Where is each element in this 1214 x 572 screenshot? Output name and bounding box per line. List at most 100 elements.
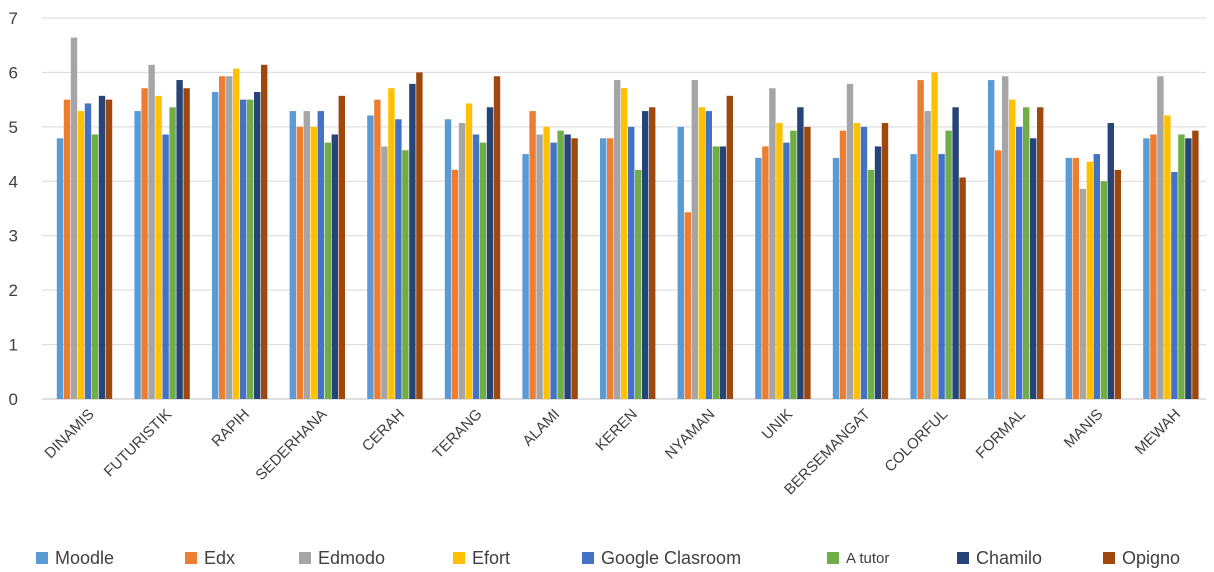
bar-edx (762, 146, 769, 399)
bar-edmodo (226, 76, 233, 399)
bar-chamilo (642, 111, 649, 399)
bar-efort (931, 72, 938, 399)
bar-opigno (493, 76, 501, 399)
bar-a-tutor (1023, 107, 1030, 400)
bar-edmodo (769, 88, 776, 399)
legend-item-moodle: Moodle (36, 547, 114, 569)
bar-chamilo (98, 95, 106, 399)
legend-swatch-edx (185, 552, 197, 564)
bar-a-tutor (557, 130, 564, 399)
category-label: FORMAL (973, 406, 1029, 462)
legend-swatch-opigno (1103, 552, 1115, 564)
bar-opigno (959, 177, 966, 399)
legend-swatch-google-clasroom (582, 552, 594, 564)
bar-efort (853, 123, 861, 399)
bar-edmodo (1079, 188, 1086, 399)
bar-google-clasroom (317, 111, 324, 399)
y-tick-label: 5 (9, 118, 18, 137)
legend-item-edx: Edx (185, 547, 235, 569)
bar-chamilo (1107, 123, 1114, 399)
legend-item-a-tutor: A tutor (827, 547, 889, 569)
bar-chamilo (331, 134, 338, 399)
category-label: BERSEMANGAT (781, 406, 874, 499)
bar-edx (684, 212, 691, 399)
category-label: DINAMIS (41, 406, 97, 462)
bar-a-tutor (945, 130, 952, 399)
bar-efort (388, 88, 395, 399)
bar-edmodo (614, 80, 621, 399)
bar-google-clasroom (705, 111, 712, 399)
bar-google-clasroom (240, 99, 247, 400)
bar-moodle (832, 157, 840, 399)
y-tick-label: 0 (9, 390, 18, 409)
bar-opigno (726, 95, 733, 399)
bar-chamilo (254, 92, 261, 399)
bar-google-clasroom (84, 103, 92, 400)
legend-label: Edmodo (318, 547, 386, 568)
legend-label: A tutor (846, 549, 890, 567)
y-tick-label: 1 (9, 336, 18, 355)
bar-google-clasroom (550, 142, 557, 400)
bar-a-tutor (790, 130, 797, 399)
category-label: NYAMAN (662, 406, 719, 463)
bar-google-clasroom (938, 154, 945, 399)
bar-edx (141, 88, 148, 399)
category-label: UNIK (759, 406, 796, 443)
bar-chamilo (1030, 138, 1037, 399)
legend-label: Edx (204, 547, 236, 568)
bar-efort (233, 68, 240, 400)
bar-opigno (261, 64, 268, 400)
category-label: RAPIH (208, 406, 252, 450)
legend-label: Google Clasroom (601, 547, 742, 568)
bar-chamilo (874, 146, 882, 399)
bar-efort (776, 123, 783, 399)
bar-opigno (571, 138, 578, 399)
category-label: FUTURISTIK (101, 406, 175, 480)
bar-moodle (289, 111, 296, 399)
bar-opigno (1192, 130, 1199, 399)
bar-edmodo (1157, 76, 1164, 399)
bar-edmodo (924, 111, 931, 399)
bar-moodle (600, 138, 607, 399)
bar-a-tutor (712, 146, 719, 399)
bar-google-clasroom (628, 126, 635, 399)
bar-edx (296, 126, 303, 399)
bar-opigno (649, 107, 656, 400)
legend-swatch-efort (453, 552, 465, 564)
bar-chamilo (409, 83, 416, 399)
bar-moodle (367, 115, 374, 400)
bar-efort (1164, 115, 1171, 400)
bar-edmodo (148, 64, 155, 400)
legend-item-efort: Efort (453, 547, 510, 569)
legend-item-chamilo: Chamilo (957, 547, 1042, 569)
legend-swatch-chamilo (957, 552, 969, 564)
bar-a-tutor (91, 134, 99, 399)
legend-item-google-clasroom: Google Clasroom (582, 547, 741, 569)
legend-label: Moodle (55, 547, 115, 568)
y-tick-label: 2 (9, 281, 18, 300)
y-tick-label: 6 (9, 63, 18, 82)
chart-canvas: 0 1 2 3 4 5 6 7 DINAMIS FUTURISTIK RAPIH SEDERHANA C… (9, 9, 1206, 499)
bar-opigno (881, 123, 889, 399)
category-label: MANIS (1061, 406, 1107, 452)
bar-a-tutor (867, 169, 875, 399)
bar-chamilo (176, 80, 183, 399)
bar-moodle (910, 154, 917, 399)
bar-moodle (134, 111, 141, 399)
bar-moodle (444, 119, 452, 399)
category-label: ALAMI (519, 406, 563, 450)
bar-edx (451, 169, 459, 399)
bar-opigno (338, 95, 345, 399)
bar-edx (839, 130, 847, 399)
bar-chamilo (564, 134, 571, 399)
bar-a-tutor (402, 150, 409, 399)
bar-a-tutor (247, 99, 254, 400)
bar-moodle (1143, 138, 1150, 399)
bar-edmodo (381, 146, 388, 399)
bar-edmodo (536, 134, 543, 399)
bar-chamilo (952, 107, 959, 400)
bar-efort (310, 126, 317, 399)
y-tick-label: 4 (9, 172, 18, 191)
bar-google-clasroom (783, 142, 790, 400)
